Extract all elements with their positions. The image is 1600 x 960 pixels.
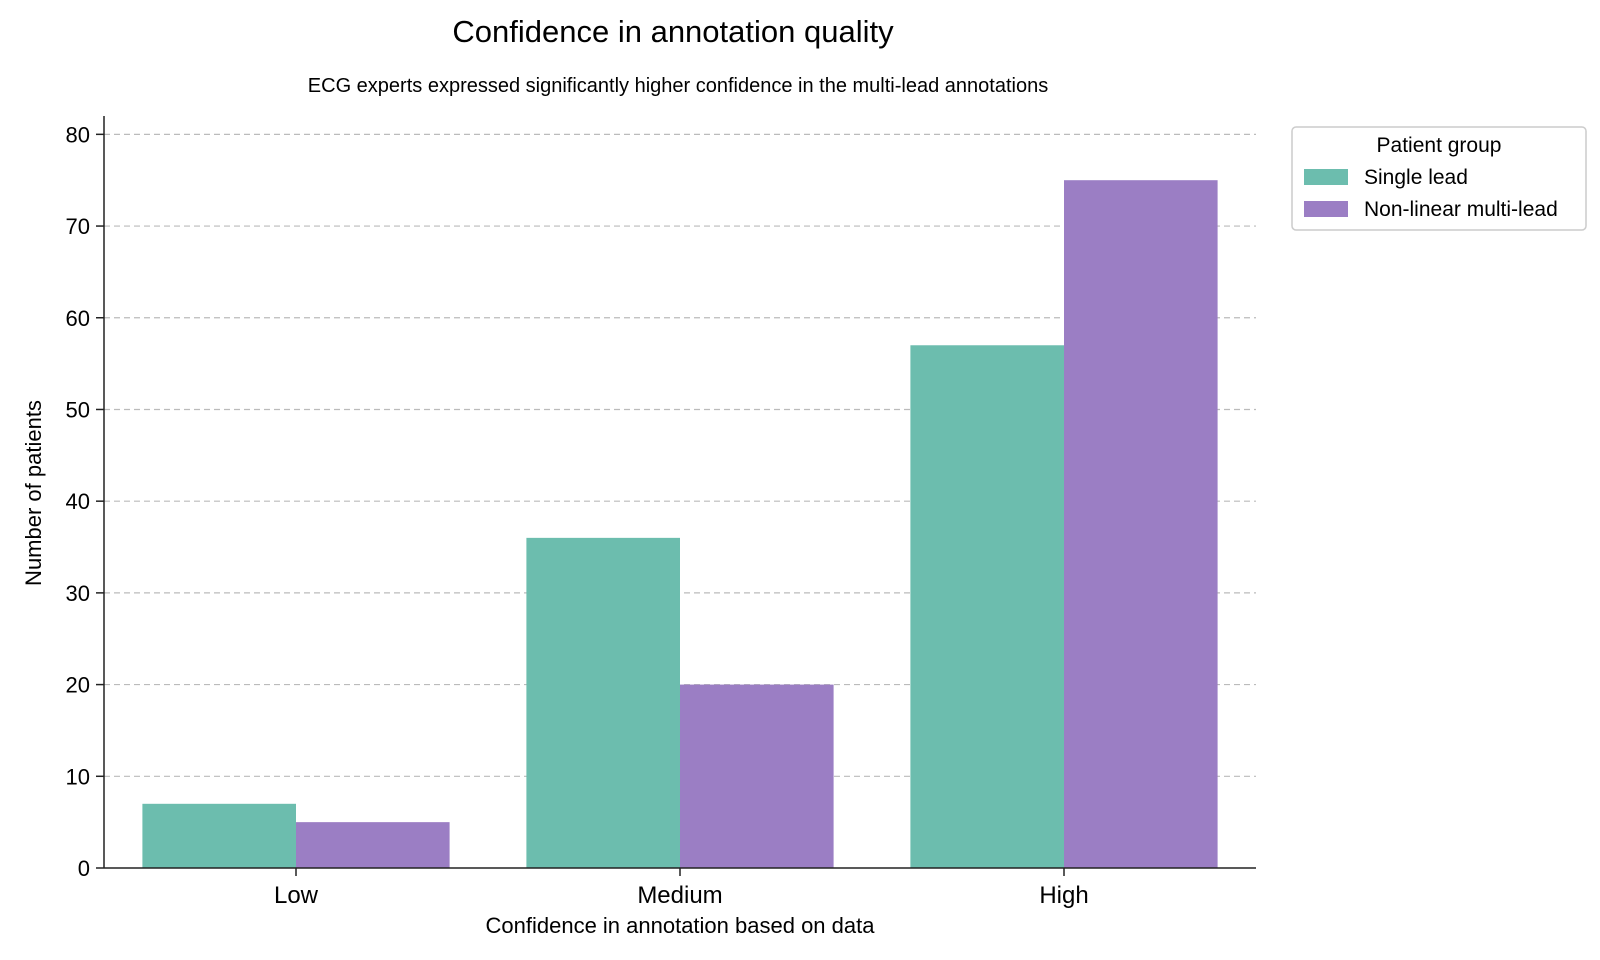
legend-title: Patient group bbox=[1377, 134, 1502, 157]
y-tick-label: 80 bbox=[66, 122, 90, 147]
bar bbox=[296, 822, 450, 868]
y-tick-label: 10 bbox=[66, 764, 90, 789]
y-tick-layer: 0 10 20 30 40 50 60 70 80 bbox=[66, 122, 104, 881]
bar bbox=[142, 803, 296, 868]
legend-swatch bbox=[1304, 201, 1348, 217]
y-tick-label: 20 bbox=[66, 673, 90, 698]
x-tick-label: Medium bbox=[637, 882, 722, 909]
y-tick-label: 70 bbox=[66, 214, 90, 239]
legend-items: Single lead Non-linear multi-lead bbox=[1304, 166, 1558, 221]
x-tick-label: Low bbox=[274, 882, 319, 909]
y-tick-label: 50 bbox=[66, 397, 90, 422]
y-tick-label: 0 bbox=[78, 856, 90, 881]
legend-label: Non-linear multi-lead bbox=[1364, 198, 1558, 221]
legend-label: Single lead bbox=[1364, 166, 1468, 189]
chart-title: Confidence in annotation quality bbox=[452, 14, 894, 49]
y-axis-label: Number of patients bbox=[21, 400, 46, 586]
y-tick-label: 30 bbox=[66, 581, 90, 606]
bar bbox=[680, 684, 834, 868]
legend-swatch bbox=[1304, 169, 1348, 185]
chart-subtitle: ECG experts expressed significantly high… bbox=[308, 75, 1048, 97]
x-tick-layer: Low Medium High bbox=[274, 868, 1089, 909]
bar-layer bbox=[142, 180, 1218, 868]
x-tick-label: High bbox=[1039, 882, 1088, 909]
x-axis-label: Confidence in annotation based on data bbox=[486, 913, 876, 938]
bar bbox=[1064, 180, 1218, 868]
legend: Patient group Single lead Non-linear mult… bbox=[1291, 126, 1587, 231]
legend-frame bbox=[1291, 126, 1587, 231]
y-tick-label: 60 bbox=[66, 306, 90, 331]
bar bbox=[910, 345, 1064, 868]
bar bbox=[526, 537, 680, 868]
y-tick-label: 40 bbox=[66, 489, 90, 514]
